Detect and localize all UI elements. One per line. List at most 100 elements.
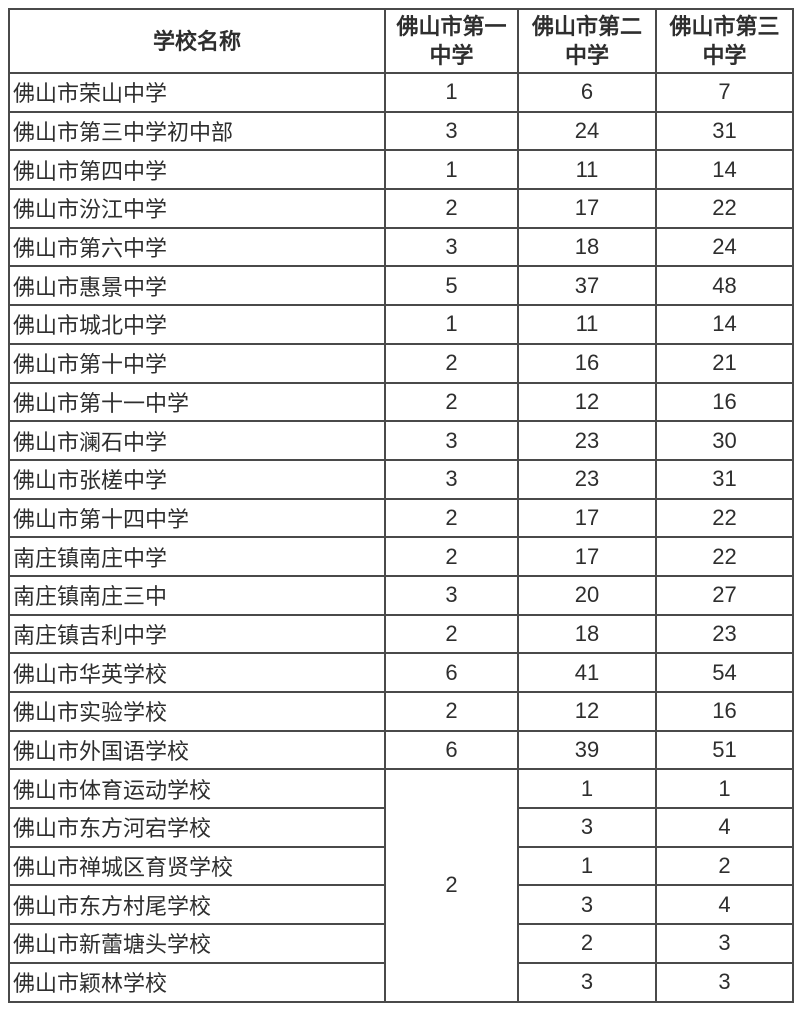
- count-cell: 6: [517, 72, 657, 113]
- count-cell: 23: [517, 458, 657, 500]
- count-cell: 3: [384, 420, 519, 461]
- table-row: 佛山市体育运动学校 2 1 1: [8, 768, 794, 1003]
- count-cell: 23: [655, 613, 794, 655]
- table-row: 佛山市第六中学 3 18 24: [8, 226, 794, 268]
- count-cell: 2: [384, 497, 519, 539]
- table-row: 佛山市第三中学初中部 3 24 31: [8, 110, 794, 152]
- count-cell: 11: [517, 149, 657, 191]
- count-cell: 7: [655, 72, 794, 113]
- table-row: 佛山市城北中学 1 11 14: [8, 304, 794, 345]
- count-cell: 2: [517, 923, 657, 964]
- school-name-cell: 佛山市实验学校: [8, 691, 386, 732]
- table-row: 佛山市华英学校 6 41 54: [8, 652, 794, 693]
- school-name-cell: 佛山市第十一中学: [8, 381, 386, 423]
- count-cell: 31: [655, 458, 794, 500]
- table-row: 佛山市荣山中学 1 6 7: [8, 72, 794, 113]
- count-cell: 16: [655, 381, 794, 423]
- count-cell: 18: [517, 226, 657, 268]
- count-cell: 2: [384, 381, 519, 423]
- count-cell: 3: [384, 110, 519, 152]
- school-name-cell: 佛山市外国语学校: [8, 729, 386, 771]
- school-name-cell: 佛山市惠景中学: [8, 265, 386, 307]
- count-cell: 3: [655, 961, 794, 1003]
- count-cell: 14: [655, 304, 794, 345]
- table-row: 南庄镇南庄三中 3 20 27: [8, 574, 794, 616]
- count-cell: 5: [384, 265, 519, 307]
- table-header: 学校名称 佛山市第一中学 佛山市第二中学 佛山市第三中学: [8, 8, 794, 74]
- count-cell: 2: [384, 536, 519, 577]
- school-name-cell: 佛山市东方村尾学校: [8, 884, 386, 926]
- table-row: 佛山市新蕾塘头学校 2 3: [8, 923, 794, 964]
- count-cell: 1: [655, 768, 794, 810]
- count-cell: 1: [517, 845, 657, 887]
- table-row: 佛山市澜石中学 3 23 30: [8, 420, 794, 461]
- count-cell: 21: [655, 342, 794, 384]
- count-cell: 51: [655, 729, 794, 771]
- count-cell: 16: [517, 342, 657, 384]
- count-cell: 20: [517, 574, 657, 616]
- count-cell: 23: [517, 420, 657, 461]
- count-cell: 3: [517, 807, 657, 848]
- column-header-school-2: 佛山市第二中学: [517, 8, 657, 74]
- count-cell: 2: [655, 845, 794, 887]
- count-cell: 39: [517, 729, 657, 771]
- table-row: 佛山市东方河宕学校 3 4: [8, 807, 794, 848]
- school-name-cell: 佛山市第十四中学: [8, 497, 386, 539]
- column-header-school-3: 佛山市第三中学: [655, 8, 794, 74]
- school-name-cell: 佛山市第十中学: [8, 342, 386, 384]
- count-cell: 3: [384, 458, 519, 500]
- count-cell: 17: [517, 188, 657, 229]
- column-header-school-name: 学校名称: [8, 8, 386, 74]
- count-cell: 30: [655, 420, 794, 461]
- school-name-cell: 南庄镇南庄中学: [8, 536, 386, 577]
- count-cell: 24: [517, 110, 657, 152]
- school-name-cell: 佛山市荣山中学: [8, 72, 386, 113]
- table-row: 南庄镇吉利中学 2 18 23: [8, 613, 794, 655]
- count-cell: 24: [655, 226, 794, 268]
- table-row: 佛山市实验学校 2 12 16: [8, 691, 794, 732]
- count-cell: 4: [655, 807, 794, 848]
- count-cell: 37: [517, 265, 657, 307]
- table-row: 佛山市颖林学校 3 3: [8, 961, 794, 1003]
- count-cell: 1: [384, 149, 519, 191]
- merged-count-cell: 2: [384, 768, 519, 1003]
- count-cell: 16: [655, 691, 794, 732]
- count-cell: 54: [655, 652, 794, 693]
- table-row: 佛山市第十四中学 2 17 22: [8, 497, 794, 539]
- count-cell: 14: [655, 149, 794, 191]
- count-cell: 12: [517, 381, 657, 423]
- school-name-cell: 佛山市东方河宕学校: [8, 807, 386, 848]
- count-cell: 6: [384, 729, 519, 771]
- count-cell: 17: [517, 497, 657, 539]
- count-cell: 18: [517, 613, 657, 655]
- table-row: 佛山市汾江中学 2 17 22: [8, 188, 794, 229]
- table-row: 南庄镇南庄中学 2 17 22: [8, 536, 794, 577]
- count-cell: 11: [517, 304, 657, 345]
- count-cell: 1: [517, 768, 657, 810]
- count-cell: 4: [655, 884, 794, 926]
- count-cell: 6: [384, 652, 519, 693]
- school-name-cell: 佛山市第三中学初中部: [8, 110, 386, 152]
- count-cell: 17: [517, 536, 657, 577]
- count-cell: 41: [517, 652, 657, 693]
- count-cell: 48: [655, 265, 794, 307]
- school-name-cell: 佛山市华英学校: [8, 652, 386, 693]
- count-cell: 27: [655, 574, 794, 616]
- school-name-cell: 佛山市张槎中学: [8, 458, 386, 500]
- school-name-cell: 南庄镇南庄三中: [8, 574, 386, 616]
- school-admission-table: 学校名称 佛山市第一中学 佛山市第二中学 佛山市第三中学 佛山市荣山中学 1 6…: [8, 8, 794, 1003]
- count-cell: 1: [384, 72, 519, 113]
- count-cell: 22: [655, 536, 794, 577]
- count-cell: 3: [517, 961, 657, 1003]
- school-name-cell: 佛山市体育运动学校: [8, 768, 386, 810]
- count-cell: 22: [655, 188, 794, 229]
- count-cell: 1: [384, 304, 519, 345]
- school-name-cell: 佛山市城北中学: [8, 304, 386, 345]
- count-cell: 12: [517, 691, 657, 732]
- count-cell: 2: [384, 691, 519, 732]
- count-cell: 2: [384, 613, 519, 655]
- table-row: 佛山市禅城区育贤学校 1 2: [8, 845, 794, 887]
- count-cell: 3: [384, 574, 519, 616]
- table-row: 佛山市惠景中学 5 37 48: [8, 265, 794, 307]
